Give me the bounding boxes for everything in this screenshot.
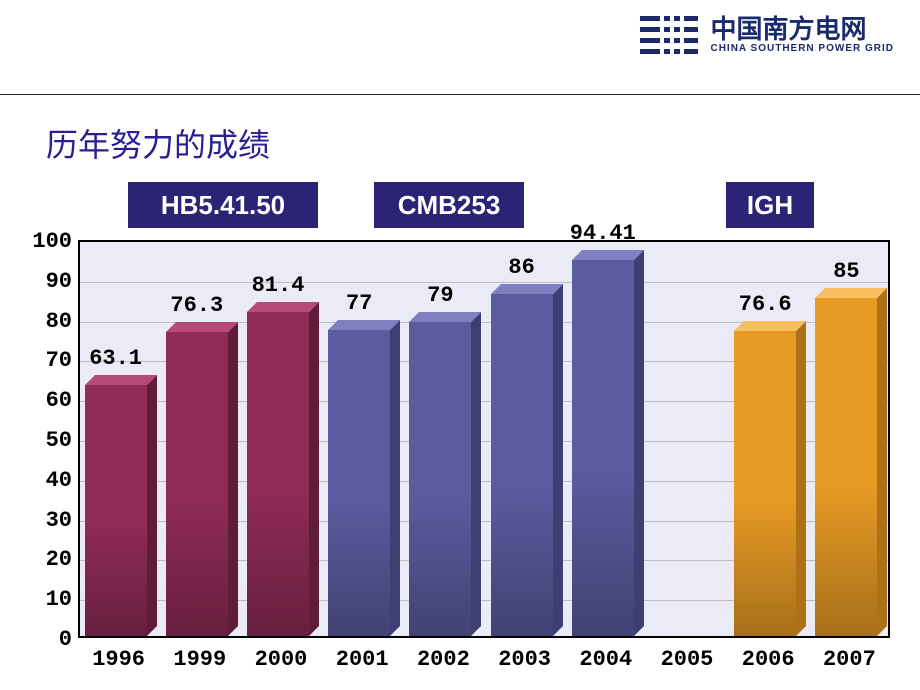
company-logo: 中国南方电网 CHINA SOUTHERN POWER GRID [640, 10, 894, 60]
y-tick-label: 80 [18, 309, 72, 334]
page-title: 历年努力的成绩 [46, 120, 270, 166]
logo-text-en: CHINA SOUTHERN POWER GRID [710, 44, 894, 54]
x-tick-label: 2001 [322, 647, 403, 672]
bar-chart: 63.176.381.477798694.4176.685 0102030405… [18, 240, 902, 672]
bar [85, 385, 147, 636]
y-tick-label: 90 [18, 269, 72, 294]
bar [815, 298, 877, 636]
bar [734, 331, 796, 636]
y-tick-label: 30 [18, 508, 72, 533]
x-tick-label: 2004 [565, 647, 646, 672]
series-tab: CMB253 [374, 182, 524, 228]
bar-value-label: 85 [833, 259, 859, 284]
bar-value-label: 76.3 [170, 293, 223, 318]
bar [166, 332, 228, 636]
bar-value-label: 79 [427, 283, 453, 308]
x-tick-label: 2000 [240, 647, 321, 672]
x-tick-label: 2003 [484, 647, 565, 672]
logo-mark-icon [640, 10, 698, 60]
y-tick-label: 0 [18, 627, 72, 652]
y-tick-label: 100 [18, 229, 72, 254]
series-tab: IGH [726, 182, 814, 228]
bar-value-label: 63.1 [89, 346, 142, 371]
header-divider [0, 94, 920, 95]
x-tick-label: 2005 [646, 647, 727, 672]
gridline [80, 282, 888, 283]
bar [328, 330, 390, 636]
logo-text-cn: 中国南方电网 [710, 16, 894, 42]
logo-text: 中国南方电网 CHINA SOUTHERN POWER GRID [710, 16, 894, 54]
plot-area: 63.176.381.477798694.4176.685 [78, 240, 890, 638]
bar [491, 294, 553, 636]
bar [409, 322, 471, 636]
bar [247, 312, 309, 636]
y-tick-label: 40 [18, 468, 72, 493]
x-tick-label: 1996 [78, 647, 159, 672]
x-tick-label: 1999 [159, 647, 240, 672]
bar-value-label: 81.4 [252, 273, 305, 298]
series-tab: HB5.41.50 [128, 182, 318, 228]
bar [572, 260, 634, 636]
bar-value-label: 77 [346, 291, 372, 316]
x-tick-label: 2007 [809, 647, 890, 672]
bar-value-label: 86 [508, 255, 534, 280]
y-tick-label: 60 [18, 388, 72, 413]
y-tick-label: 50 [18, 428, 72, 453]
bar-value-label: 76.6 [739, 292, 792, 317]
x-tick-label: 2006 [728, 647, 809, 672]
y-tick-label: 70 [18, 348, 72, 373]
x-tick-label: 2002 [403, 647, 484, 672]
slide: 中国南方电网 CHINA SOUTHERN POWER GRID 历年努力的成绩… [0, 0, 920, 690]
y-tick-label: 10 [18, 587, 72, 612]
bar-value-label: 94.41 [570, 221, 636, 246]
y-tick-label: 20 [18, 547, 72, 572]
